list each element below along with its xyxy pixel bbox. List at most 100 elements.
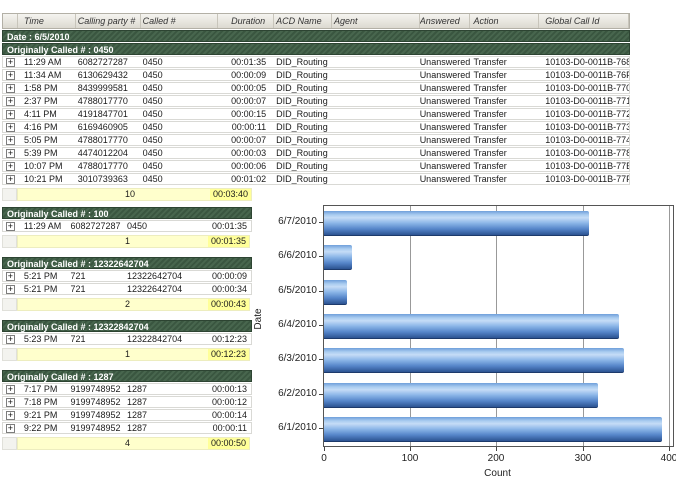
cell-acd: DID_Routing	[276, 70, 328, 80]
cell-time: 7:18 PM	[23, 397, 58, 407]
expand-plus-icon[interactable]: +	[5, 109, 15, 119]
cell-called: 12322642704	[127, 284, 183, 294]
cell-duration: 00:00:34	[211, 284, 248, 294]
cell-duration: 00:00:07	[231, 135, 267, 145]
cell-called: 1287	[127, 410, 148, 420]
table-row: +10:07 PM 4788017770 0450 00:00:06 DID_Routi…	[2, 160, 630, 172]
cell-gcid: 10103-D0-0011B-770	[545, 83, 630, 93]
cell-calling: 4474012204	[77, 148, 128, 158]
cell-called: 0450	[127, 221, 148, 231]
y-tick-label: 6/5/2010	[278, 285, 317, 296]
table-row: +5:23 PM 721 12322842704 00:12:23	[2, 333, 252, 345]
cell-duration: 00:00:06	[231, 161, 267, 171]
expand-plus-icon[interactable]: +	[5, 135, 15, 145]
cell-gcid: 10103-D0-0011B-772	[545, 109, 630, 119]
cell-duration: 00:00:11	[212, 423, 248, 433]
summary-duration: 00:03:40	[209, 189, 251, 200]
table-row: +5:21 PM 721 12322642704 00:00:09	[2, 270, 252, 282]
cell-duration: 00:00:12	[211, 397, 248, 407]
expand-plus-icon[interactable]: +	[5, 161, 15, 171]
grouped-table-12322642704: Originally Called # : 12322642704 +5:21 …	[2, 257, 252, 311]
expand-plus-icon[interactable]: +	[5, 83, 15, 93]
summary-gutter	[2, 348, 17, 361]
cell-gcid: 10103-D0-0011B-768	[545, 57, 630, 67]
cell-duration: 00:00:09	[231, 70, 267, 80]
bar-6/7/2010	[324, 211, 589, 236]
cell-answered: Unanswered	[419, 135, 470, 145]
cell-duration: 00:01:35	[231, 57, 267, 67]
expand-plus-icon[interactable]: +	[5, 122, 15, 132]
expand-plus-icon[interactable]: +	[5, 148, 15, 158]
cell-action: Transfer	[473, 83, 507, 93]
x-tick-mark	[324, 447, 325, 451]
summary-count: 10	[125, 189, 136, 199]
table-row: +10:21 PM 3010739363 0450 00:01:02 DID_Routi…	[2, 173, 630, 185]
expand-plus-icon[interactable]: +	[5, 96, 15, 106]
cell-duration: 00:01:35	[211, 221, 248, 231]
cell-action: Transfer	[473, 122, 507, 132]
y-tick-mark	[319, 428, 323, 429]
expand-plus-icon[interactable]: +	[5, 284, 15, 294]
cell-gcid: 10103-D0-0011B-77F	[545, 174, 630, 184]
summary-band: 10 00:03:40	[17, 188, 252, 201]
cell-gcid: 10103-D0-0011B-778	[545, 148, 630, 158]
cell-called: 1287	[127, 397, 148, 407]
calls-by-date-chart: Date Count 0 100 200 300 400 6/7/2010 6/6/2010…	[252, 200, 676, 485]
expand-cell: +	[3, 221, 18, 231]
cell-time: 10:21 PM	[23, 174, 63, 184]
summary-band: 2 00:00:43	[17, 298, 250, 311]
table-row: +4:11 PM 4191847701 0450 00:00:15 DID_Routin…	[2, 108, 630, 120]
cell-gcid: 10103-D0-0011B-773	[545, 122, 630, 132]
cell-acd: DID_Routing	[276, 83, 328, 93]
cell-duration: 00:01:02	[231, 174, 267, 184]
y-tick-label: 6/7/2010	[278, 216, 317, 227]
expand-cell: +	[3, 96, 18, 106]
cell-action: Transfer	[473, 148, 507, 158]
expand-plus-icon[interactable]: +	[5, 410, 15, 420]
expand-plus-icon[interactable]: +	[5, 271, 15, 281]
y-tick-mark	[319, 325, 323, 326]
expand-plus-icon[interactable]: +	[5, 57, 15, 67]
col-header-acd-name: ACD Name	[274, 14, 332, 28]
cell-gcid: 10103-D0-0011B-774	[545, 135, 630, 145]
group-summary-row: 1 00:01:35	[2, 235, 252, 248]
originally-called-group-header: Originally Called # : 12322642704	[2, 257, 252, 269]
cell-called: 0450	[142, 174, 163, 184]
cell-time: 5:21 PM	[23, 271, 58, 281]
expand-cell: +	[3, 423, 18, 433]
x-tick-label: 400	[660, 453, 676, 464]
grouped-tables: Originally Called # : 100 +11:29 AM 60827…	[2, 207, 252, 459]
bar-6/1/2010	[324, 417, 662, 442]
summary-count: 1	[125, 349, 131, 359]
cell-calling: 6169460905	[77, 122, 128, 132]
expand-plus-icon[interactable]: +	[5, 221, 15, 231]
expand-plus-icon[interactable]: +	[5, 334, 15, 344]
group-summary-row: 10 00:03:40	[2, 188, 630, 201]
col-header-action: Action	[470, 14, 540, 28]
summary-gutter	[2, 188, 17, 201]
cell-called: 0450	[142, 122, 163, 132]
expand-plus-icon[interactable]: +	[5, 174, 15, 184]
cell-called: 0450	[142, 57, 163, 67]
cell-answered: Unanswered	[419, 70, 470, 80]
col-header-global-call-id: Global Call Id	[539, 14, 630, 28]
table-row: +9:21 PM 9199748952 1287 00:00:14	[2, 409, 252, 421]
expand-cell: +	[3, 161, 18, 171]
cell-called: 1287	[127, 384, 148, 394]
cell-answered: Unanswered	[419, 109, 470, 119]
summary-band: 1 00:01:35	[17, 235, 250, 248]
originally-called-group-header: Originally Called # : 1287	[2, 370, 252, 382]
expand-plus-icon[interactable]: +	[5, 384, 15, 394]
summary-count: 1	[125, 236, 131, 246]
date-group-header: Date : 6/5/2010	[2, 30, 630, 42]
group-summary-row: 1 00:12:23	[2, 348, 252, 361]
expand-plus-icon[interactable]: +	[5, 397, 15, 407]
cell-action: Transfer	[473, 70, 507, 80]
table-body: +11:29 AM 6082727287 0450 00:01:35 DID_Routi…	[2, 56, 630, 185]
table-row: +1:58 PM 8439999581 0450 00:00:05 DID_Routin…	[2, 82, 630, 94]
grouped-table-1287: Originally Called # : 1287 +7:17 PM 91997…	[2, 370, 252, 450]
cell-gcid: 10103-D0-0011B-77E	[545, 161, 630, 171]
expand-plus-icon[interactable]: +	[5, 70, 15, 80]
cell-time: 5:05 PM	[23, 135, 58, 145]
expand-plus-icon[interactable]: +	[5, 423, 15, 433]
